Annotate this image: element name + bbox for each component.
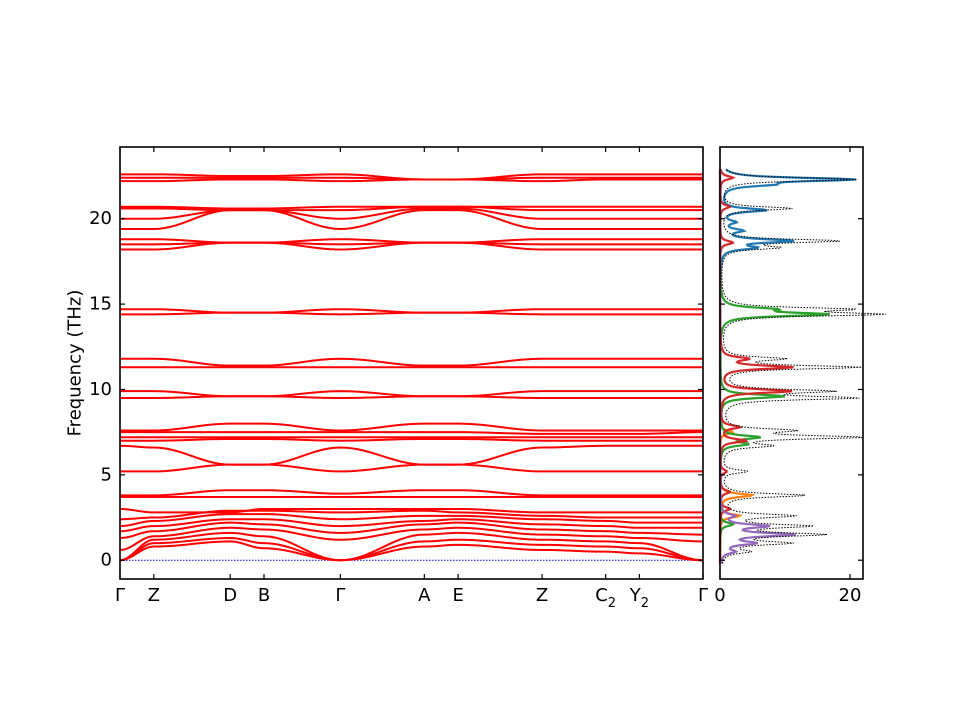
phonon-band-11 bbox=[120, 463, 703, 473]
phonon-band-15 bbox=[120, 431, 704, 435]
high-symmetry-label: C2 bbox=[595, 585, 616, 611]
high-symmetry-label: Γ bbox=[335, 585, 345, 606]
high-symmetry-label: B bbox=[258, 585, 270, 606]
band-plot-frame bbox=[119, 146, 704, 580]
phonon-band-1 bbox=[119, 537, 704, 562]
dos-x-tick-label: 20 bbox=[839, 585, 862, 606]
phonon-band-5 bbox=[119, 518, 703, 533]
dos-curves bbox=[718, 168, 886, 564]
y-tick-label: 0 bbox=[101, 550, 112, 571]
phonon-band-12 bbox=[119, 444, 703, 466]
phonon-band-3 bbox=[119, 526, 704, 551]
phonon-band-8 bbox=[119, 507, 703, 514]
high-symmetry-label: Z bbox=[148, 585, 160, 606]
high-symmetry-label: Y2 bbox=[629, 585, 649, 611]
phonon-band-25 bbox=[120, 238, 703, 244]
y-axis-label: Frequency (THz) bbox=[65, 290, 86, 437]
band-lines bbox=[119, 173, 704, 562]
band-structure-panel: 0 5 10 15 20 Γ Z D B Γ A E Z C2 Y2 Γ Frequency (THz) bbox=[65, 146, 708, 611]
band-axis-ticks: 0 5 10 15 20 Γ Z D B Γ A E Z C2 Y2 Γ bbox=[89, 147, 708, 611]
high-symmetry-label: Γ bbox=[115, 585, 125, 606]
dos-x-tick-label: 0 bbox=[714, 585, 725, 606]
phonon-band-16 bbox=[120, 422, 703, 432]
y-tick-label: 15 bbox=[89, 294, 112, 315]
high-symmetry-label: A bbox=[418, 585, 431, 606]
phonon-band-22 bbox=[120, 308, 703, 314]
phonon-band-2 bbox=[119, 531, 704, 562]
phonon-band-26 bbox=[120, 209, 703, 230]
dos-total-curve bbox=[721, 168, 886, 564]
high-symmetry-label: D bbox=[223, 585, 237, 606]
y-tick-label: 10 bbox=[89, 379, 112, 400]
phonon-band-27 bbox=[120, 207, 703, 220]
phonon-band-10 bbox=[120, 489, 703, 497]
phonon-band-32 bbox=[120, 173, 703, 181]
y-tick-label: 5 bbox=[101, 464, 112, 485]
phonon-band-20 bbox=[120, 357, 703, 367]
phonon-band-18 bbox=[120, 390, 703, 398]
phonon-band-29 bbox=[120, 205, 703, 210]
phonon-band-4 bbox=[119, 521, 704, 540]
dos-panel: 0 20 bbox=[714, 146, 886, 606]
phonon-band-13 bbox=[120, 437, 703, 442]
dos-axis-ticks: 0 20 bbox=[714, 147, 863, 606]
phonon-band-0 bbox=[119, 540, 704, 562]
high-symmetry-label: E bbox=[452, 585, 463, 606]
y-tick-label: 20 bbox=[89, 208, 112, 229]
dos-plot-frame bbox=[719, 146, 864, 580]
high-symmetry-label: Γ bbox=[698, 585, 708, 606]
phonon-band-6 bbox=[119, 513, 703, 528]
high-symmetry-label: Z bbox=[536, 585, 548, 606]
